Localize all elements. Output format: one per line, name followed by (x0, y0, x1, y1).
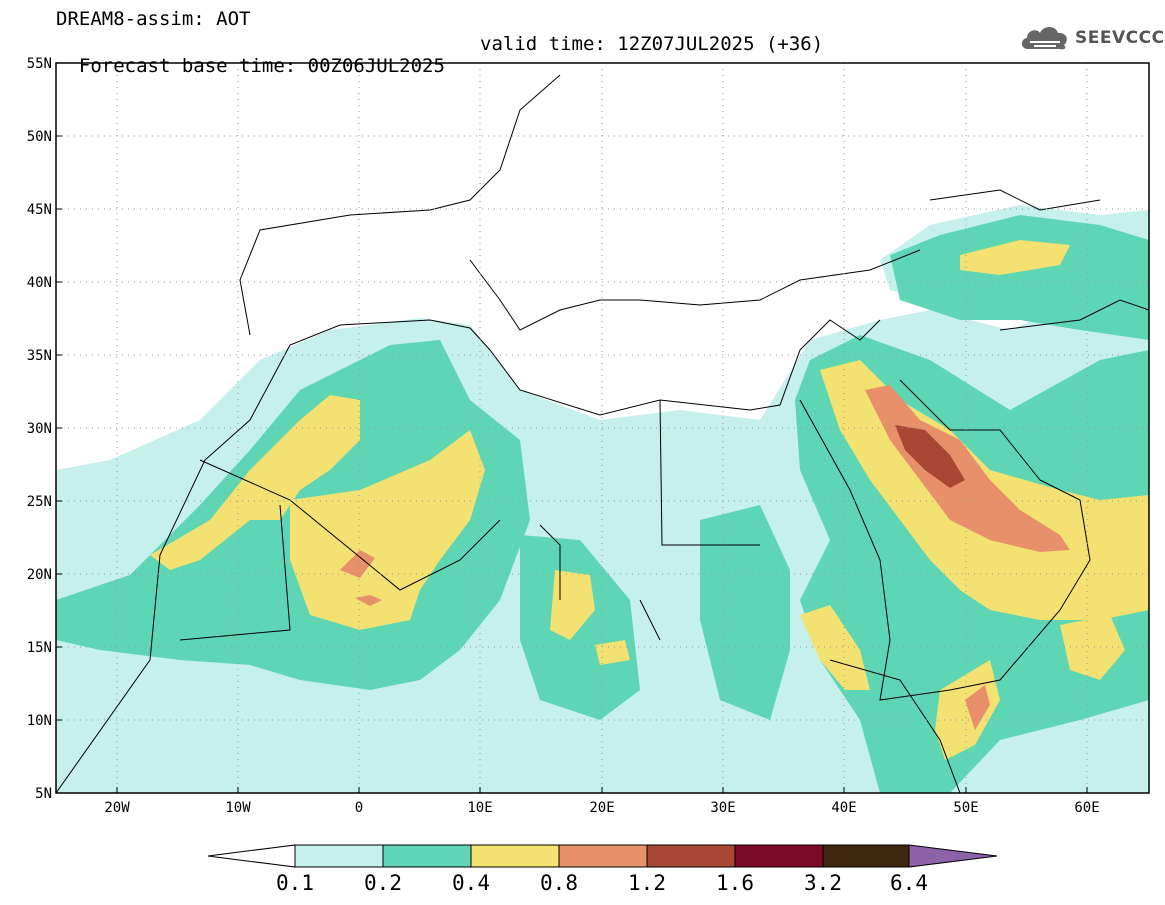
colorbar-high-arrow (908, 844, 998, 868)
valid-time-label: valid time: 12Z07JUL2025 (+36) (480, 33, 824, 55)
lat-label: 25N (27, 494, 52, 510)
colorbar-swatch (294, 844, 384, 868)
colorbar-low-arrow (207, 844, 296, 868)
lon-label: 30E (710, 800, 735, 816)
colorbar-swatch (646, 844, 736, 868)
colorbar-label: 0.4 (452, 871, 490, 895)
lat-label: 20N (27, 567, 52, 583)
lat-label: 5N (35, 786, 52, 802)
lat-label: 50N (27, 129, 52, 145)
colorbar-swatch (822, 844, 910, 868)
colorbar-label: 0.8 (540, 871, 578, 895)
aot-colorbar (207, 844, 998, 868)
base-time-label: Forecast base time: 00Z06JUL2025 (78, 55, 445, 77)
forecast-time-line: Forecast base time: 00Z06JUL2025 valid t… (56, 33, 823, 99)
lat-label: 55N (27, 56, 52, 72)
lon-label: 60E (1074, 800, 1099, 816)
lon-label: 40E (831, 800, 856, 816)
aot-band-0.8-1.2 (340, 385, 1070, 730)
colorbar-swatch (382, 844, 472, 868)
lon-label: 20W (104, 800, 130, 816)
aot-band-1.2-1.6 (895, 425, 965, 488)
colorbar-swatch (470, 844, 560, 868)
coastlines-borders (56, 74, 1149, 793)
colorbar-swatch (558, 844, 648, 868)
lat-label: 15N (27, 640, 52, 656)
map-title: DREAM8-assim: AOT (56, 8, 251, 30)
longitude-axis: 20W 10W 0 10E 20E 30E 40E 50E 60E (104, 787, 1100, 816)
lon-label: 10W (225, 800, 251, 816)
aot-contour-fields (56, 205, 1149, 793)
colorbar-label: 1.2 (628, 871, 666, 895)
latitude-axis: 55N 50N 45N 40N 35N 30N 25N 20N 15N 10N … (27, 56, 62, 802)
lon-label: 50E (953, 800, 978, 816)
cloud-icon (1021, 27, 1067, 50)
colorbar-labels: 0.1 0.2 0.4 0.8 1.2 1.6 3.2 6.4 (276, 871, 928, 895)
colorbar-label: 3.2 (804, 871, 842, 895)
colorbar-label: 0.2 (364, 871, 402, 895)
lat-label: 45N (27, 202, 52, 218)
lat-label: 35N (27, 348, 52, 364)
colorbar-label: 1.6 (716, 871, 754, 895)
lat-label: 30N (27, 421, 52, 437)
lat-label: 40N (27, 275, 52, 291)
logo-text: SEEVCCC (1075, 28, 1165, 48)
colorbar-swatch (734, 844, 824, 868)
colorbar-label: 0.1 (276, 871, 314, 895)
lat-label: 10N (27, 713, 52, 729)
lon-label: 20E (589, 800, 614, 816)
lon-label: 0 (355, 800, 363, 816)
colorbar-label: 6.4 (890, 871, 928, 895)
lon-label: 10E (467, 800, 492, 816)
seevccc-logo: SEEVCCC (1018, 22, 1165, 54)
graticule (56, 63, 1149, 793)
